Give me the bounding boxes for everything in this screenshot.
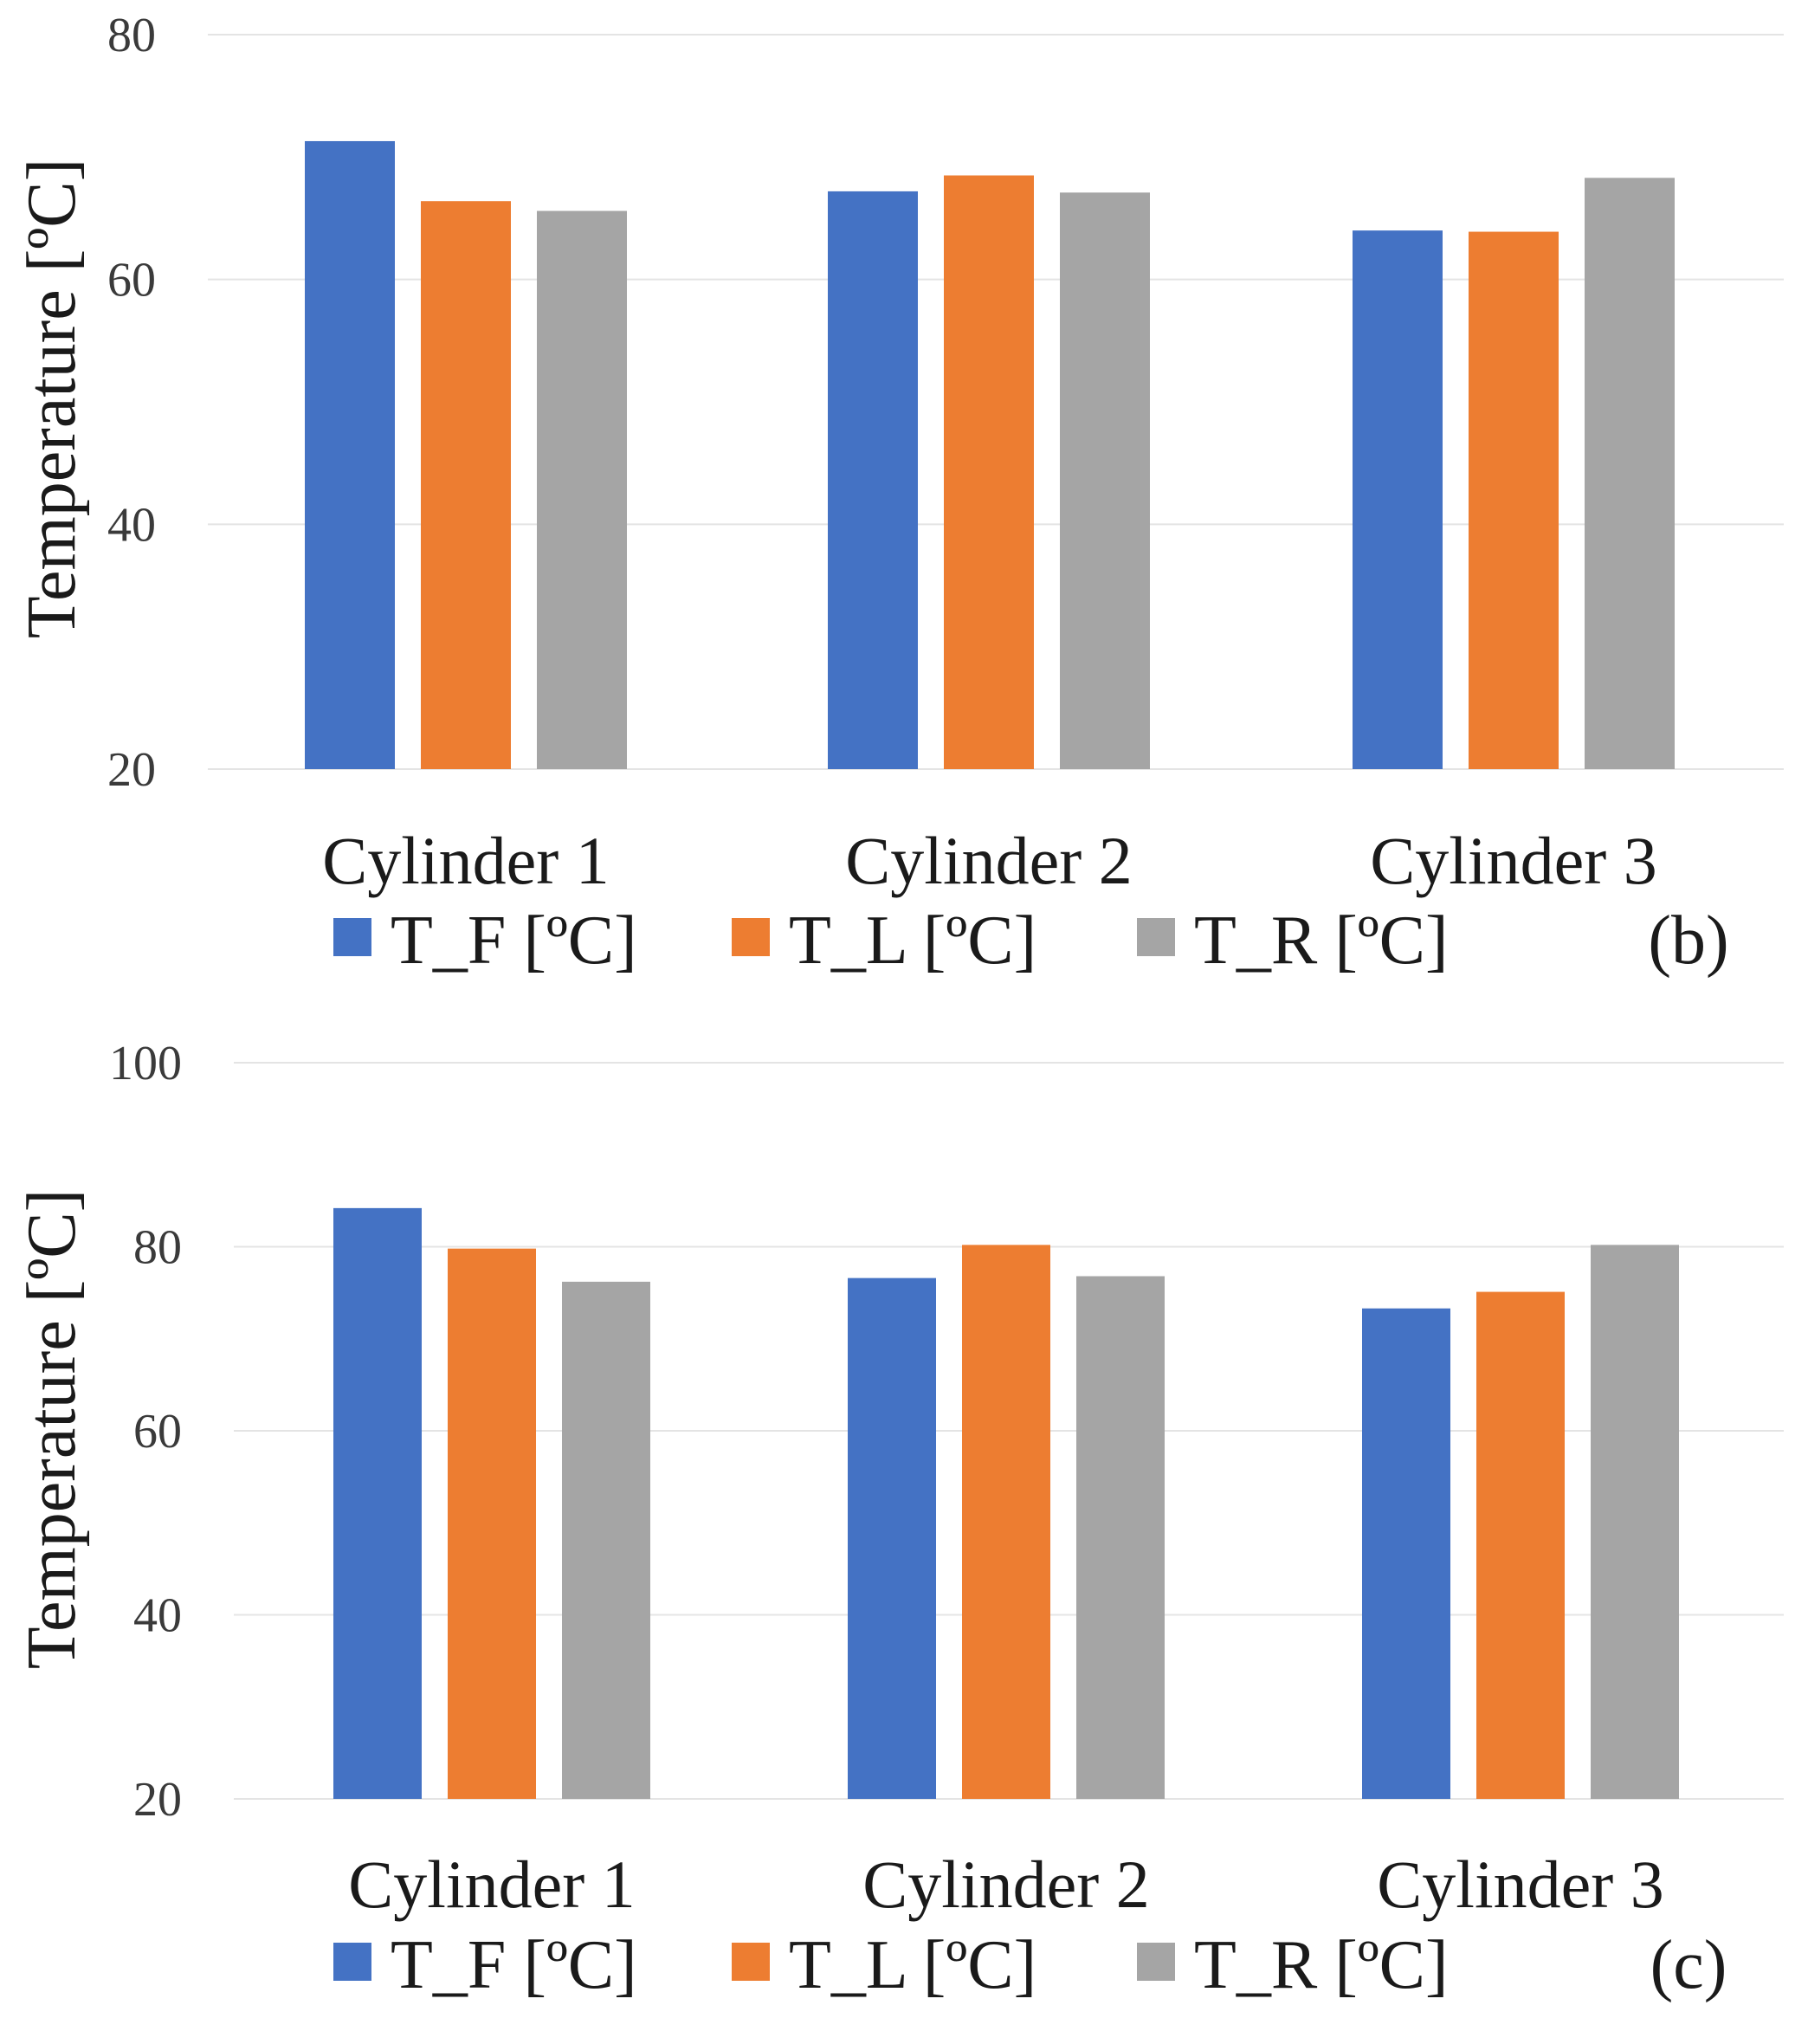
legend-entry: T_R [ºC] — [1194, 902, 1449, 979]
bar-tl-cylinder-2 — [962, 1245, 1050, 1799]
bar-tf-cylinder-3 — [1362, 1308, 1450, 1799]
y-tick-label: 60 — [133, 1405, 182, 1459]
bar-tr-cylinder-1 — [562, 1281, 650, 1799]
bar-tr-cylinder-3 — [1585, 178, 1675, 770]
x-category-label: Cylinder 2 — [862, 1847, 1149, 1922]
bar-tr-cylinder-2 — [1076, 1276, 1165, 1799]
x-category-label: Cylinder 1 — [348, 1847, 635, 1922]
bar-tl-cylinder-1 — [448, 1248, 536, 1799]
bar-tr-cylinder-1 — [537, 210, 627, 769]
legend-swatch — [1137, 1943, 1175, 1981]
x-category-label: Cylinder 1 — [322, 823, 609, 898]
legend-swatch — [333, 1943, 371, 1981]
y-tick-label: 40 — [107, 498, 156, 552]
x-category-label: Cylinder 2 — [845, 823, 1132, 898]
chart-panel-1: 20 40 60 80 Temperature [ºC] Cylinder 1 Cylind… — [14, 9, 1784, 979]
legend-swatch — [1137, 918, 1175, 956]
y-tick-label: 80 — [133, 1221, 182, 1275]
panel-label: (b) — [1648, 902, 1728, 979]
x-category-label: Cylinder 3 — [1377, 1847, 1663, 1922]
y-tick-label: 100 — [109, 1037, 182, 1090]
x-category-label: Cylinder 3 — [1370, 823, 1656, 898]
legend-entry: T_F [ºC] — [391, 1927, 637, 2003]
legend-entry: T_L [ºC] — [789, 1927, 1036, 2003]
legend-entry: T_R [ºC] — [1194, 1927, 1449, 2003]
y-tick-label: 20 — [107, 743, 156, 797]
bar-tf-cylinder-3 — [1353, 230, 1443, 770]
chart-panel-2: 20 40 60 80 100 Temperature [ºC] Cylinder 1 Cyl… — [14, 1037, 1784, 2003]
legend-swatch — [732, 1943, 770, 1981]
legend-entry: T_L [ºC] — [789, 902, 1036, 979]
bar-tl-cylinder-2 — [944, 175, 1034, 770]
bar-tf-cylinder-2 — [828, 191, 918, 769]
bar-tl-cylinder-3 — [1476, 1291, 1565, 1799]
y-tick-label: 40 — [133, 1589, 182, 1643]
y-tick-label: 60 — [107, 254, 156, 307]
bar-tr-cylinder-2 — [1060, 192, 1150, 769]
y-tick-label: 80 — [107, 9, 156, 62]
legend-entry: T_F [ºC] — [391, 902, 637, 979]
legend-swatch — [732, 918, 770, 956]
bar-tr-cylinder-3 — [1591, 1245, 1679, 1799]
bar-tl-cylinder-3 — [1469, 231, 1559, 770]
bar-tf-cylinder-1 — [305, 140, 395, 769]
legend-swatch — [333, 918, 371, 956]
bar-tf-cylinder-2 — [848, 1278, 936, 1799]
bar-tl-cylinder-1 — [421, 201, 511, 770]
panel-label: (c) — [1650, 1927, 1727, 2003]
y-tick-label: 20 — [133, 1773, 182, 1827]
y-axis-label: Temperature [ºC] — [14, 1189, 90, 1670]
y-axis-label: Temperature [ºC] — [14, 158, 90, 639]
bar-tf-cylinder-1 — [333, 1207, 422, 1799]
